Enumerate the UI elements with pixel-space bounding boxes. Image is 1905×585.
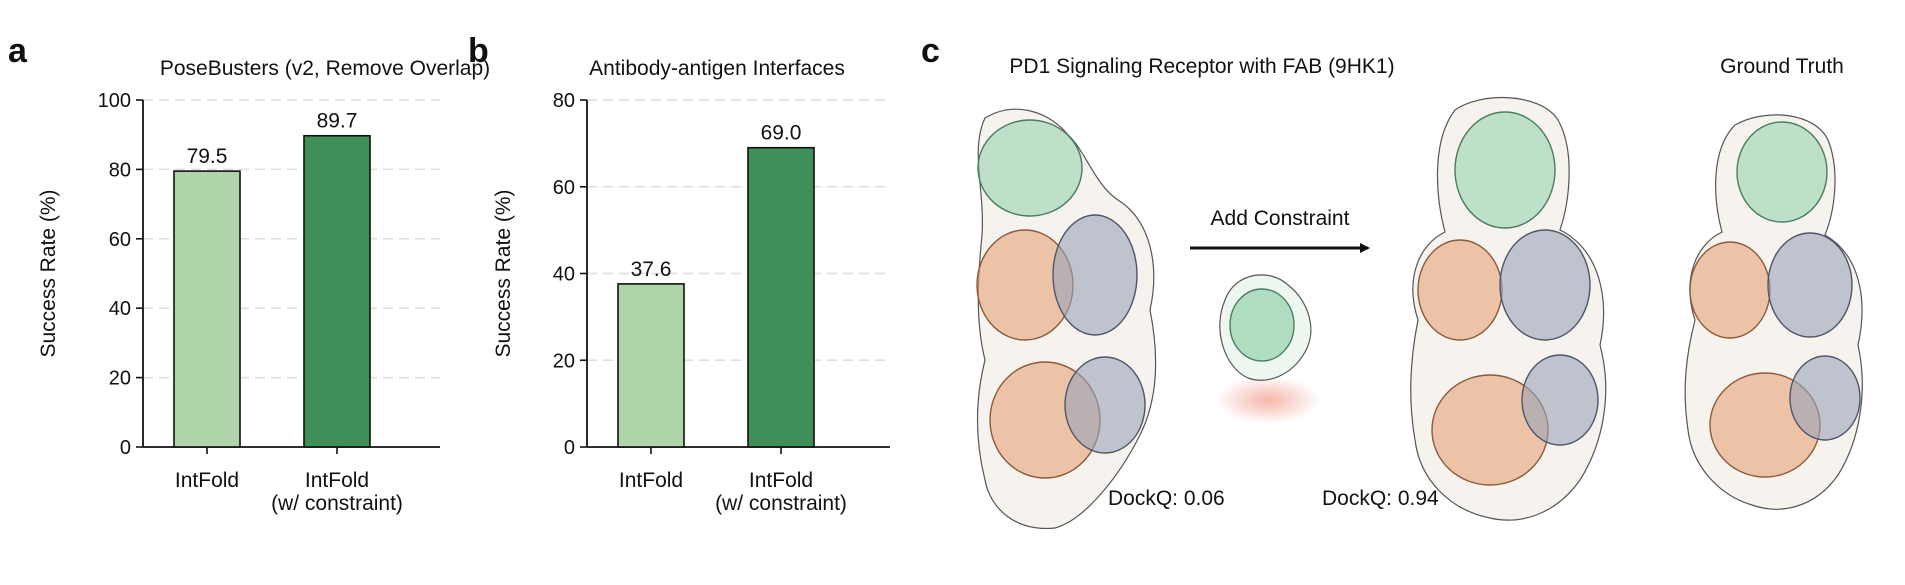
antigen-green-domain bbox=[1229, 288, 1295, 362]
bar-intfold bbox=[617, 283, 685, 448]
bar-value-label: 37.6 bbox=[631, 258, 672, 281]
y-tick-label: 40 bbox=[109, 298, 131, 320]
structure-after-slate-domain-upper bbox=[1499, 229, 1591, 341]
bar-intfold-with-constraint bbox=[747, 146, 815, 448]
constraint-glow bbox=[1216, 376, 1320, 424]
ground-truth-orange-domain-upper bbox=[1689, 241, 1771, 339]
panel-c-structures: PD1 Signaling Receptor with FAB (9HK1) G… bbox=[976, 55, 1863, 530]
add-constraint-label: Add Constraint bbox=[1211, 207, 1350, 230]
antigen-with-constraint bbox=[1216, 274, 1320, 424]
chart-title: PoseBusters (v2, Remove Overlap) bbox=[160, 57, 490, 80]
x-tick-label: IntFold bbox=[305, 469, 369, 492]
ground-truth-label: Ground Truth bbox=[1720, 55, 1844, 78]
panel-letter-c: c bbox=[921, 32, 940, 70]
x-tick-label: IntFold bbox=[175, 469, 239, 492]
y-tick-label: 100 bbox=[98, 90, 131, 112]
y-tick-label: 80 bbox=[109, 159, 131, 181]
structure-before-constraint bbox=[976, 108, 1157, 530]
ground-truth-slate-domain-lower bbox=[1789, 355, 1861, 441]
x-tick-label: IntFold bbox=[619, 469, 683, 492]
chart-a-posebusters: PoseBusters (v2, Remove Overlap) Success … bbox=[37, 57, 490, 515]
panel-letter-b: b bbox=[468, 32, 489, 70]
structure-after-green-domain bbox=[1454, 111, 1556, 229]
bar-intfold-with-constraint bbox=[303, 134, 371, 448]
panel-c-title: PD1 Signaling Receptor with FAB (9HK1) bbox=[1009, 55, 1394, 78]
dockq-before: DockQ: 0.06 bbox=[1108, 487, 1225, 510]
structure-before-slate-domain-lower bbox=[1064, 356, 1146, 454]
y-tick-label: 0 bbox=[120, 437, 131, 459]
structure-after-constraint bbox=[1410, 96, 1607, 521]
ground-truth-slate-domain-upper bbox=[1767, 232, 1853, 338]
y-tick-label: 60 bbox=[109, 229, 131, 251]
y-tick-label: 20 bbox=[553, 350, 575, 372]
x-tick-label: (w/ constraint) bbox=[715, 492, 847, 515]
structure-ground-truth bbox=[1684, 114, 1863, 510]
y-tick-label: 0 bbox=[564, 437, 575, 459]
y-axis-label: Success Rate (%) bbox=[37, 189, 60, 357]
y-tick-label: 60 bbox=[553, 177, 575, 199]
bar-value-label: 79.5 bbox=[187, 145, 228, 168]
x-tick-label: (w/ constraint) bbox=[271, 492, 403, 515]
y-tick-label: 80 bbox=[553, 90, 575, 112]
chart-b-antibody-antigen: Antibody-antigen Interfaces Success Rate … bbox=[492, 57, 890, 515]
dockq-after: DockQ: 0.94 bbox=[1322, 487, 1439, 510]
bar-intfold bbox=[173, 170, 241, 448]
x-tick-label: IntFold bbox=[749, 469, 813, 492]
bar-value-label: 89.7 bbox=[317, 110, 358, 133]
panel-letter-a: a bbox=[8, 32, 28, 70]
bar-value-label: 69.0 bbox=[761, 122, 802, 145]
structure-after-orange-domain-upper bbox=[1417, 239, 1503, 341]
y-axis-label: Success Rate (%) bbox=[492, 189, 515, 357]
y-tick-label: 20 bbox=[109, 368, 131, 390]
structure-before-slate-domain-upper bbox=[1052, 214, 1138, 336]
structure-after-slate-domain-lower bbox=[1521, 354, 1599, 446]
ground-truth-green-domain bbox=[1736, 121, 1828, 223]
chart-title: Antibody-antigen Interfaces bbox=[589, 57, 845, 80]
y-tick-label: 40 bbox=[553, 264, 575, 286]
structure-before-green-domain bbox=[977, 119, 1083, 217]
